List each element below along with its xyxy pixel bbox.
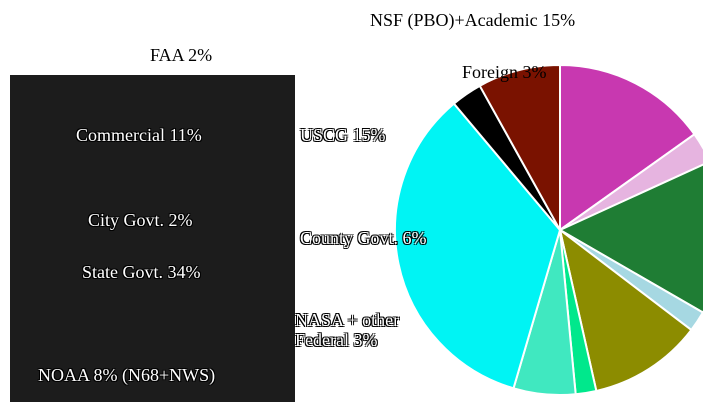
slice-label: NSF (PBO)+Academic 15% [370, 10, 576, 30]
pie-slice [557, 163, 703, 314]
pie-slice [558, 227, 693, 393]
slice-label: NASA + other Federal 3% [295, 310, 400, 350]
slice-label: NOAA 8% (N68+NWS) [38, 365, 216, 385]
slice-label: State Govt. 34% [82, 262, 201, 282]
slice-label: Foreign 3% [462, 62, 547, 82]
slice-label: County Govt. 6% [300, 228, 427, 248]
pie-slice [394, 102, 562, 390]
slice-label: USCG 15% [300, 125, 386, 145]
pie-slice [559, 63, 696, 232]
slice-label: Commercial 11% [76, 125, 202, 145]
dark-panel [10, 75, 295, 402]
slice-label: City Govt. 2% [88, 210, 193, 230]
slice-label: FAA 2% [150, 45, 213, 65]
pie-slice [478, 63, 561, 234]
